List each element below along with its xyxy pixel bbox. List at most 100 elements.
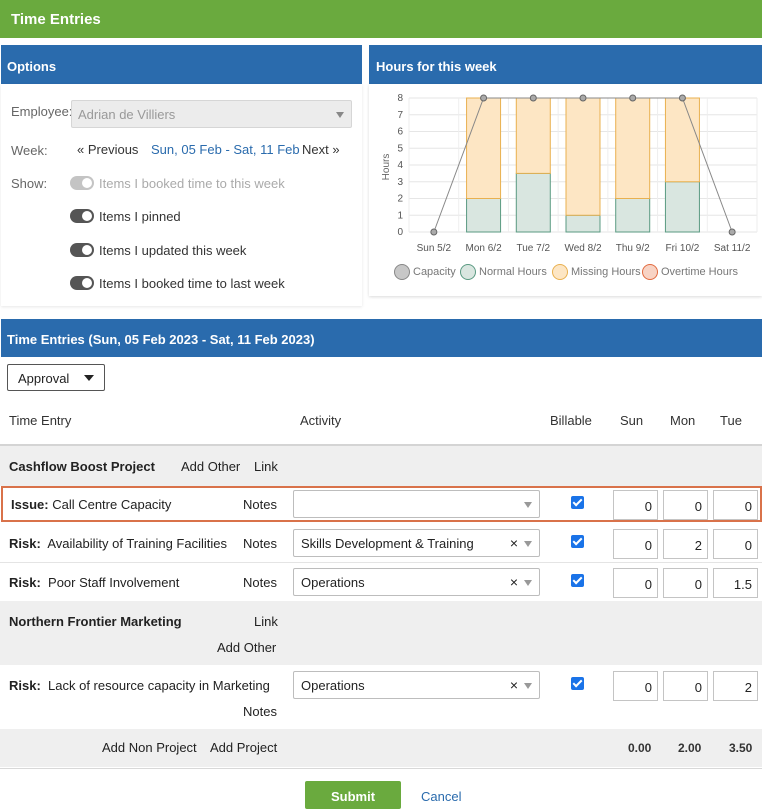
entry-title: Lack of resource capacity in Marketing	[48, 678, 270, 693]
total-sun: 0.00	[628, 741, 652, 755]
missing-hours-bar	[664, 97, 700, 183]
cancel-link[interactable]: Cancel	[421, 789, 462, 804]
y-tick-label: 5	[397, 143, 403, 154]
toggle-booked-last-week[interactable]: Items I booked time to last week	[70, 274, 285, 292]
col-activity: Activity	[300, 413, 342, 428]
toggle-pinned[interactable]: Items I pinned	[70, 207, 181, 225]
activity-select[interactable]	[293, 490, 540, 518]
notes-link[interactable]: Notes	[243, 536, 277, 551]
y-axis-label: Hours	[381, 154, 392, 181]
submit-button[interactable]: Submit	[305, 781, 401, 809]
activity-select[interactable]: Operations ×	[293, 568, 540, 596]
missing-hours-bar	[466, 97, 502, 199]
add-other-link[interactable]: Add Other	[181, 459, 241, 474]
hours-input-tue[interactable]: 1.5	[713, 568, 758, 598]
capacity-point	[480, 94, 488, 102]
col-mon: Mon	[670, 413, 696, 428]
options-header: Options	[1, 45, 362, 84]
time-entries-header: Time Entries (Sun, 05 Feb 2023 - Sat, 11…	[1, 319, 762, 357]
toggle-switch-icon[interactable]	[70, 243, 94, 257]
options-title: Options	[7, 59, 57, 74]
clear-icon[interactable]: ×	[509, 677, 518, 693]
hours-input-sun[interactable]: 0	[613, 490, 658, 520]
hours-title: Hours for this week	[376, 59, 497, 74]
y-tick-label: 8	[397, 93, 403, 104]
hours-input-tue[interactable]: 0	[713, 529, 758, 559]
group-name: Cashflow Boost Project	[9, 459, 155, 474]
week-range-link[interactable]: Sun, 05 Feb - Sat, 11 Feb	[151, 142, 300, 157]
group-name: Northern Frontier Marketing	[9, 614, 182, 629]
toggle-switch-icon[interactable]	[70, 209, 94, 223]
notes-link[interactable]: Notes	[243, 497, 277, 512]
link-link[interactable]: Link	[254, 614, 278, 629]
x-tick-label: Fri 10/2	[665, 243, 699, 254]
y-tick-label: 7	[397, 110, 403, 121]
billable-checkbox[interactable]	[571, 677, 584, 690]
activity-value: Operations	[301, 575, 365, 590]
y-tick-label: 4	[397, 160, 403, 171]
toggle-booked-this-week[interactable]: Items I booked time to this week	[70, 174, 285, 192]
legend-missing: Missing Hours	[552, 264, 641, 280]
next-week-button[interactable]: Next »	[302, 142, 340, 157]
x-tick-label: Sun 5/2	[417, 243, 452, 254]
col-sun: Sun	[620, 413, 644, 428]
add-non-project-link[interactable]: Add Non Project	[102, 740, 197, 755]
capacity-swatch-icon	[394, 264, 410, 280]
col-tue: Tue	[720, 413, 742, 428]
y-tick-label: 0	[397, 227, 403, 238]
x-tick-label: Wed 8/2	[564, 243, 601, 254]
col-time-entry: Time Entry	[9, 413, 72, 428]
table-row[interactable]: Risk: Poor Staff Involvement	[9, 575, 179, 590]
table-row[interactable]: Risk: Availability of Training Facilitie…	[9, 536, 227, 551]
normal-hours-bar	[615, 198, 651, 233]
table-row[interactable]: Issue: Call Centre Capacity	[11, 497, 171, 512]
approval-dropdown[interactable]: Approval	[7, 364, 105, 391]
previous-week-button[interactable]: « Previous	[77, 142, 139, 157]
billable-checkbox[interactable]	[571, 535, 584, 548]
entry-type: Risk:	[9, 678, 41, 693]
hours-input-tue[interactable]: 0	[713, 490, 758, 520]
entry-title: Call Centre Capacity	[52, 497, 172, 512]
capacity-point	[678, 94, 686, 102]
hours-input-mon[interactable]: 0	[663, 490, 708, 520]
notes-link[interactable]: Notes	[243, 575, 277, 590]
approval-label: Approval	[18, 371, 70, 386]
billable-checkbox[interactable]	[571, 574, 584, 587]
hours-input-mon[interactable]: 2	[663, 529, 708, 559]
hours-input-sun[interactable]: 0	[613, 568, 658, 598]
billable-checkbox[interactable]	[571, 496, 584, 509]
missing-hours-bar	[565, 97, 601, 216]
missing-swatch-icon	[552, 264, 568, 280]
entry-title: Availability of Training Facilities	[47, 536, 227, 551]
capacity-point	[629, 94, 637, 102]
col-billable: Billable	[550, 413, 592, 428]
notes-link[interactable]: Notes	[243, 704, 277, 719]
legend-normal: Normal Hours	[460, 264, 547, 280]
toggle-label: Items I updated this week	[99, 242, 247, 258]
legend-label: Missing Hours	[571, 266, 641, 278]
x-tick-label: Thu 9/2	[616, 243, 650, 254]
employee-select[interactable]: Adrian de Villiers	[71, 100, 352, 128]
activity-value: Operations	[301, 678, 365, 693]
clear-icon[interactable]: ×	[509, 574, 518, 590]
toggle-updated-this-week[interactable]: Items I updated this week	[70, 241, 246, 259]
toggle-switch-icon[interactable]	[70, 276, 94, 290]
hours-input-sun[interactable]: 0	[613, 529, 658, 559]
legend-capacity: Capacity	[394, 264, 456, 280]
hours-input-tue[interactable]: 2	[713, 671, 758, 701]
table-row[interactable]: Risk: Lack of resource capacity in Marke…	[9, 678, 270, 693]
activity-select[interactable]: Operations ×	[293, 671, 540, 699]
hours-input-mon[interactable]: 0	[663, 568, 708, 598]
add-project-link[interactable]: Add Project	[210, 740, 278, 755]
entry-type: Risk:	[9, 575, 41, 590]
clear-icon[interactable]: ×	[509, 535, 518, 551]
hours-input-mon[interactable]: 0	[663, 671, 708, 701]
x-tick-label: Sat 11/2	[714, 243, 751, 254]
activity-select[interactable]: Skills Development & Training ×	[293, 529, 540, 557]
toggle-switch-icon[interactable]	[70, 176, 94, 190]
group-row	[0, 446, 762, 486]
link-link[interactable]: Link	[254, 459, 278, 474]
hours-input-sun[interactable]: 0	[613, 671, 658, 701]
caret-down-icon	[84, 375, 94, 381]
add-other-link[interactable]: Add Other	[217, 640, 277, 655]
